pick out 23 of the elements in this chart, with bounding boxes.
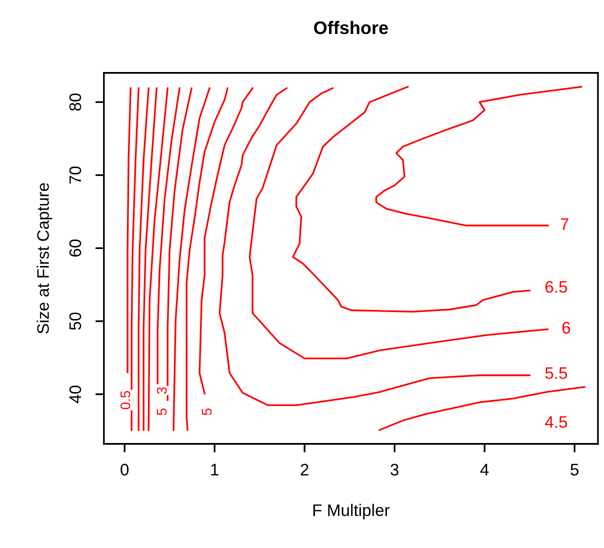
x-tick-label: 5 bbox=[570, 464, 578, 476]
annotation: 0.5 bbox=[120, 390, 130, 410]
annotation: 5 bbox=[202, 408, 212, 416]
y-tick-label: 50 bbox=[69, 312, 82, 330]
x-tick-label: 2 bbox=[300, 464, 308, 476]
chart-title: Offshore bbox=[314, 20, 388, 34]
annotation: 6 bbox=[562, 322, 570, 334]
x-tick-label: 0 bbox=[120, 464, 129, 476]
y-tick-label: 60 bbox=[69, 240, 82, 257]
y-axis-title: Size at First Capture bbox=[36, 183, 52, 334]
y-tick-label: 40 bbox=[69, 386, 82, 404]
x-axis-title: F Multipler bbox=[313, 504, 390, 520]
x-tick-label: 4 bbox=[480, 464, 489, 476]
annotation: 4.5 bbox=[545, 416, 568, 428]
x-tick-label: 1 bbox=[211, 464, 218, 476]
annotation: 6.5 bbox=[545, 280, 568, 293]
y-tick-label: 70 bbox=[69, 166, 82, 184]
annotation: 3 bbox=[156, 387, 167, 394]
x-tick-label: 3 bbox=[390, 464, 398, 476]
annotation: 7 bbox=[560, 218, 568, 230]
annotation: 5 bbox=[156, 408, 167, 416]
y-tick-label: 80 bbox=[69, 93, 82, 111]
annotation: 5.5 bbox=[545, 367, 568, 379]
